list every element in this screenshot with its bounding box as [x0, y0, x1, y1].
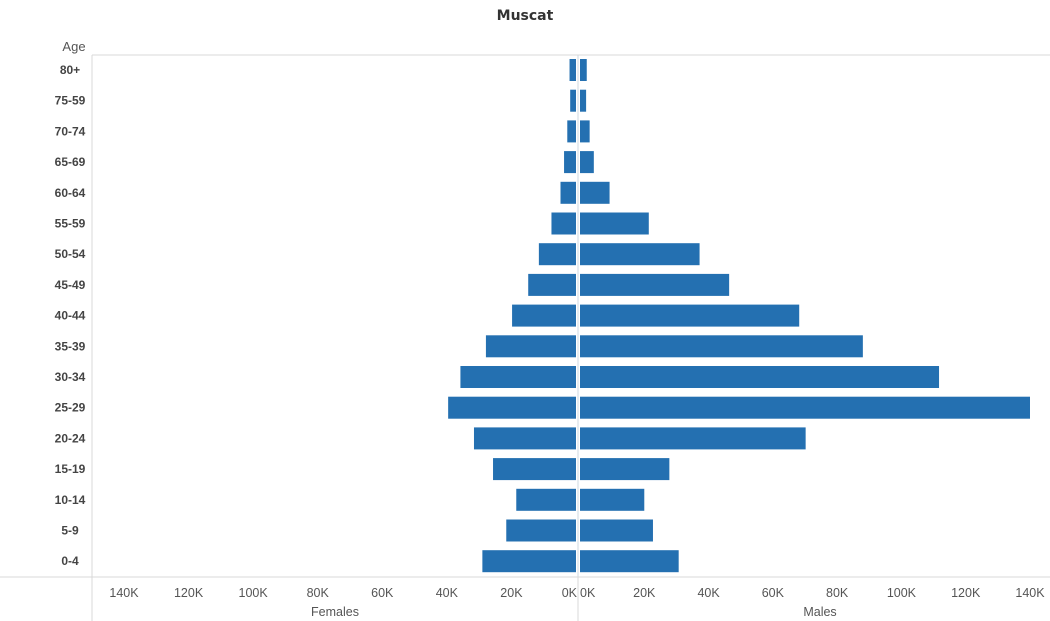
bar-males-55-59	[580, 212, 649, 235]
bar-males-20-24	[580, 427, 806, 450]
age-label-80+: 80+	[60, 63, 80, 77]
tick-males-140K: 140K	[1015, 586, 1045, 600]
bar-males-65-69	[580, 151, 594, 174]
tick-females-140K: 140K	[109, 586, 139, 600]
tick-females-60K: 60K	[371, 586, 394, 600]
age-label-35-39: 35-39	[55, 339, 86, 353]
bar-females-55-59	[551, 212, 576, 235]
bar-males-5-9	[580, 519, 653, 542]
tick-males-0K: 0K	[580, 586, 596, 600]
bar-females-30-34	[460, 366, 576, 388]
row-header-label: Age	[62, 39, 85, 54]
tick-males-80K: 80K	[826, 586, 849, 600]
chart-title: Muscat	[496, 8, 554, 24]
bar-males-75-59	[580, 89, 587, 112]
tick-females-0K: 0K	[562, 586, 578, 600]
bar-females-40-44	[512, 304, 576, 327]
tick-females-40K: 40K	[436, 586, 459, 600]
age-label-40-44: 40-44	[55, 309, 86, 323]
tick-males-40K: 40K	[697, 586, 720, 600]
tick-males-100K: 100K	[887, 586, 917, 600]
bar-males-40-44	[580, 304, 800, 327]
bar-males-0-4	[580, 550, 679, 573]
age-label-75-59: 75-59	[55, 94, 86, 108]
tick-males-120K: 120K	[951, 586, 981, 600]
bar-females-10-14	[516, 488, 576, 511]
bar-females-20-24	[473, 427, 576, 450]
females-axis-label: Females	[311, 605, 359, 619]
age-label-45-49: 45-49	[55, 278, 86, 292]
tick-females-120K: 120K	[174, 586, 204, 600]
tick-males-60K: 60K	[762, 586, 785, 600]
age-label-55-59: 55-59	[55, 217, 86, 231]
tick-females-80K: 80K	[307, 586, 330, 600]
age-label-60-64: 60-64	[55, 186, 86, 200]
bar-females-5-9	[506, 519, 576, 542]
bar-females-15-19	[493, 458, 576, 481]
bar-females-50-54	[538, 243, 576, 266]
age-label-5-9: 5-9	[61, 524, 79, 538]
age-label-10-14: 10-14	[55, 493, 86, 507]
bar-females-25-29	[448, 396, 576, 419]
age-label-70-74: 70-74	[55, 124, 86, 138]
tick-males-20K: 20K	[633, 586, 656, 600]
tick-females-100K: 100K	[239, 586, 269, 600]
bar-females-60-64	[560, 181, 576, 204]
bar-males-30-34	[580, 366, 940, 388]
bar-males-60-64	[580, 181, 610, 204]
tick-females-20K: 20K	[500, 586, 523, 600]
bar-males-35-39	[580, 335, 863, 358]
age-label-20-24: 20-24	[55, 431, 86, 445]
age-label-15-19: 15-19	[55, 462, 86, 476]
bar-males-50-54	[580, 243, 700, 266]
age-label-65-69: 65-69	[55, 155, 86, 169]
bar-females-70-74	[567, 120, 576, 143]
bar-males-80+	[580, 59, 587, 81]
bar-females-35-39	[485, 335, 576, 358]
age-label-30-34: 30-34	[55, 370, 86, 384]
bar-males-45-49	[580, 273, 730, 296]
age-label-50-54: 50-54	[55, 247, 86, 261]
bar-males-25-29	[580, 396, 1030, 419]
bar-females-80+	[569, 59, 576, 81]
bar-females-75-59	[570, 89, 576, 112]
age-label-0-4: 0-4	[61, 554, 79, 568]
bar-males-10-14	[580, 488, 645, 511]
bar-females-0-4	[482, 550, 576, 573]
bar-females-45-49	[528, 273, 576, 296]
bar-males-15-19	[580, 458, 670, 481]
bar-males-70-74	[580, 120, 590, 143]
age-label-25-29: 25-29	[55, 401, 86, 415]
bar-females-65-69	[564, 151, 576, 174]
males-axis-label: Males	[803, 605, 836, 619]
